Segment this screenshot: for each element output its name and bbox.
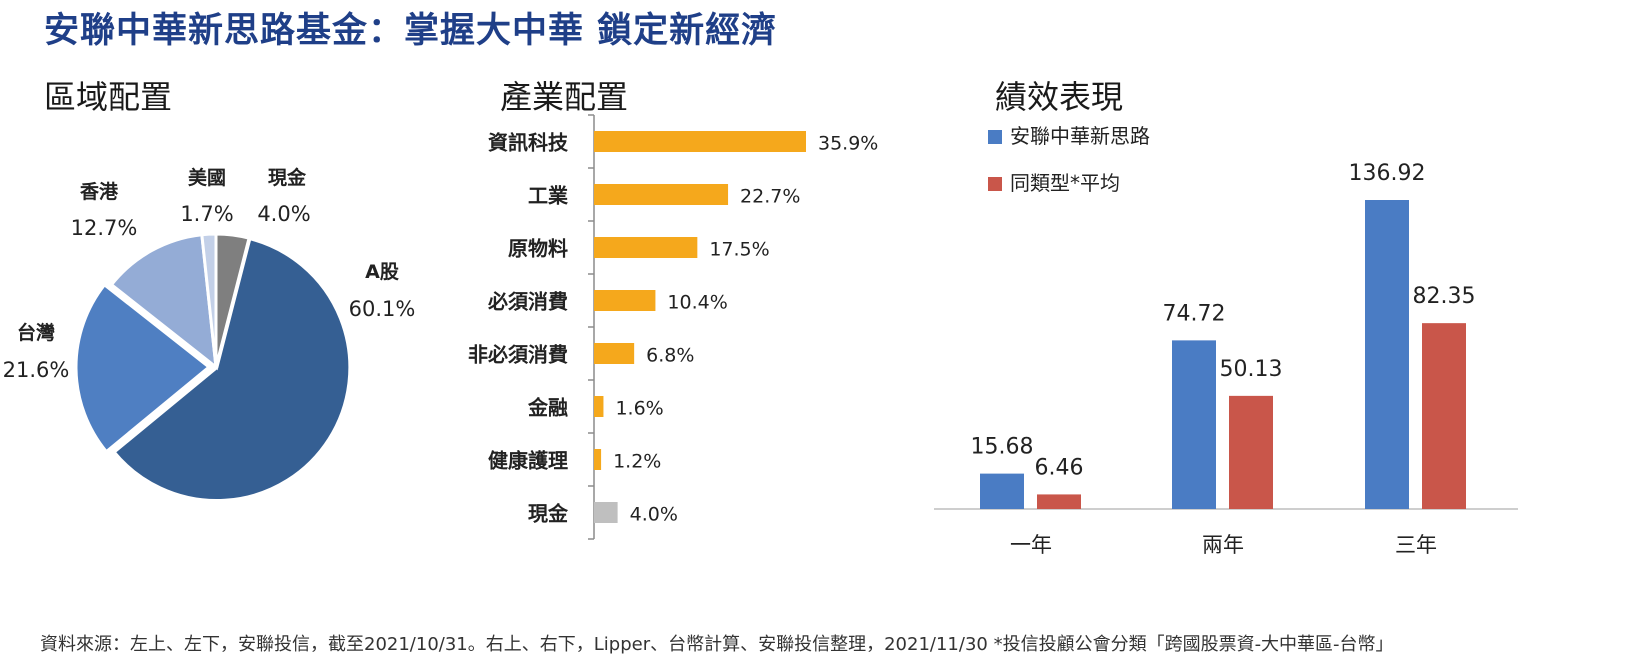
performance-value-label: 15.68	[971, 435, 1034, 460]
performance-value-label: 6.46	[1035, 455, 1084, 480]
industry-value-label: 1.6%	[615, 398, 663, 420]
industry-bar	[594, 343, 635, 364]
performance-bar	[980, 473, 1024, 509]
pie-slice-name: 美國	[188, 166, 226, 189]
industry-category-label: 非必須消費	[468, 343, 568, 367]
industry-category-label: 原物料	[508, 237, 568, 261]
legend-label: 安聯中華新思路	[1010, 124, 1150, 148]
industry-category-label: 工業	[528, 184, 569, 208]
industry-value-label: 17.5%	[709, 239, 769, 261]
pie-slice-1	[74, 282, 212, 454]
performance-category-label: 一年	[1010, 533, 1052, 557]
performance-bar	[1365, 200, 1409, 509]
pie-slice-2	[109, 233, 218, 371]
performance-section-title: 績效表現	[995, 78, 1124, 116]
industry-category-label: 資訊科技	[488, 131, 569, 155]
performance-value-label: 74.72	[1163, 301, 1226, 326]
industry-category-label: 現金	[528, 502, 569, 526]
industry-value-label: 22.7%	[740, 186, 800, 208]
pie-slice-value: 12.7%	[71, 216, 138, 240]
industry-category-label: 健康護理	[488, 449, 568, 473]
industry-bar	[594, 184, 729, 205]
performance-value-label: 50.13	[1220, 357, 1283, 382]
performance-value-label: 82.35	[1413, 284, 1476, 309]
pie-slice-value: 60.1%	[349, 297, 416, 321]
industry-bar	[594, 502, 618, 523]
performance-bar	[1037, 494, 1081, 509]
pie-slice-value: 1.7%	[180, 202, 233, 226]
performance-bar	[1172, 340, 1216, 509]
legend-label: 同類型*平均	[1010, 171, 1120, 195]
pie-slice-name: 現金	[268, 166, 307, 189]
pie-slice-value: 21.6%	[3, 358, 70, 382]
performance-value-label: 136.92	[1349, 161, 1426, 186]
industry-section-title: 產業配置	[500, 78, 629, 116]
region-section-title: 區域配置	[44, 78, 173, 116]
industry-value-label: 35.9%	[818, 133, 878, 155]
pie-slice-0	[112, 236, 352, 502]
industry-bar	[594, 131, 806, 152]
legend-swatch	[988, 130, 1002, 144]
industry-bar	[594, 396, 604, 417]
performance-bar	[1422, 323, 1466, 509]
industry-bar	[594, 237, 698, 258]
industry-bar	[594, 290, 656, 311]
pie-slice-value: 4.0%	[257, 202, 310, 226]
performance-category-label: 兩年	[1202, 533, 1244, 557]
pie-slice-name: A股	[365, 261, 399, 283]
industry-value-label: 6.8%	[646, 345, 694, 367]
pie-slice-4	[214, 232, 251, 368]
pie-slice-name: 香港	[79, 181, 119, 203]
page-title: 安聯中華新思路基金：掌握大中華 鎖定新經濟	[44, 11, 778, 51]
industry-value-label: 1.2%	[613, 451, 661, 473]
industry-value-label: 4.0%	[630, 504, 678, 526]
performance-bar	[1229, 395, 1273, 509]
pie-slice-name: 台灣	[17, 321, 55, 344]
industry-category-label: 金融	[527, 396, 568, 420]
legend-swatch	[988, 177, 1002, 191]
industry-category-label: 必須消費	[487, 290, 568, 314]
industry-bar	[594, 449, 602, 470]
source-footnote: 資料來源：左上、左下，安聯投信，截至2021/10/31。右上、右下，Lippe…	[40, 634, 1394, 655]
industry-value-label: 10.4%	[667, 292, 727, 314]
performance-category-label: 三年	[1395, 533, 1437, 557]
